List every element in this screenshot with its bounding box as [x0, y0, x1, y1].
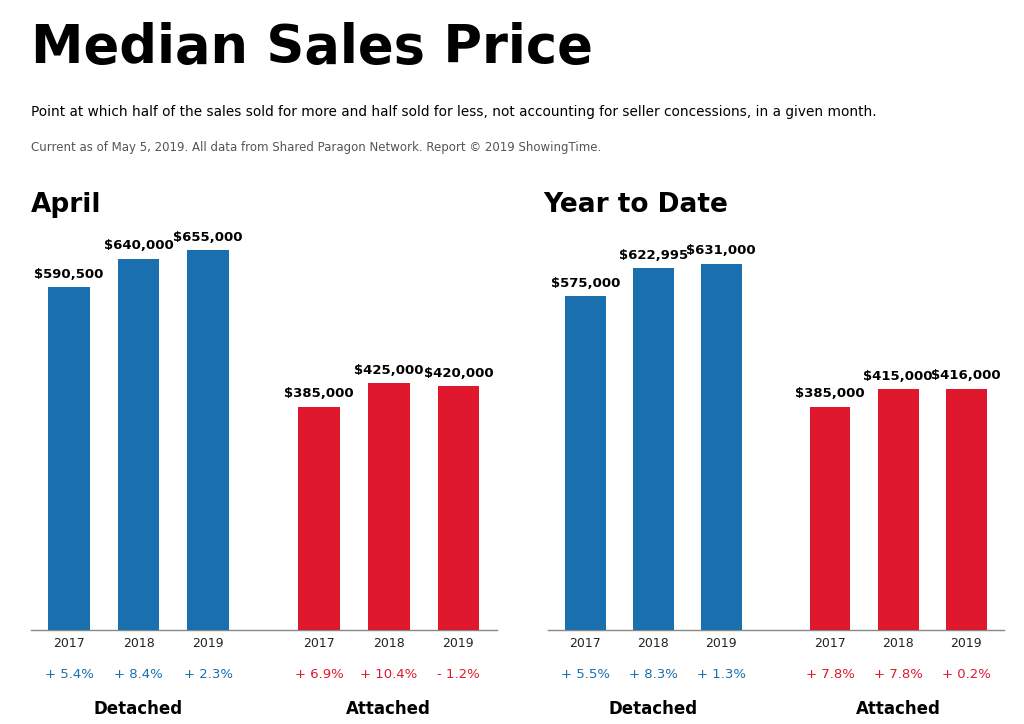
Text: Current as of May 5, 2019. All data from Shared Paragon Network. Report © 2019 S: Current as of May 5, 2019. All data from…	[31, 141, 601, 154]
Text: + 10.4%: + 10.4%	[360, 668, 418, 681]
Text: + 7.8%: + 7.8%	[806, 668, 854, 681]
Text: Median Sales Price: Median Sales Price	[31, 22, 593, 74]
Text: Detached: Detached	[608, 700, 697, 717]
Bar	[118, 258, 160, 630]
Text: Point at which half of the sales sold for more and half sold for less, not accou: Point at which half of the sales sold fo…	[31, 105, 877, 119]
Text: $385,000: $385,000	[285, 387, 354, 400]
Text: + 0.2%: + 0.2%	[942, 668, 990, 681]
Text: April: April	[31, 192, 101, 218]
Bar	[946, 389, 986, 630]
Text: $420,000: $420,000	[424, 367, 494, 380]
Text: + 1.3%: + 1.3%	[696, 668, 745, 681]
Text: + 8.4%: + 8.4%	[114, 668, 163, 681]
Text: $416,000: $416,000	[931, 369, 1000, 382]
Text: $631,000: $631,000	[686, 245, 756, 258]
Text: + 8.3%: + 8.3%	[629, 668, 678, 681]
Text: + 7.8%: + 7.8%	[873, 668, 923, 681]
Text: $575,000: $575,000	[551, 277, 620, 290]
Text: + 6.9%: + 6.9%	[295, 668, 344, 681]
Text: $655,000: $655,000	[173, 230, 243, 243]
Text: - 1.2%: - 1.2%	[437, 668, 480, 681]
Bar	[700, 264, 741, 630]
Bar	[187, 250, 229, 630]
Text: + 5.5%: + 5.5%	[561, 668, 609, 681]
Text: Attached: Attached	[346, 700, 431, 717]
Text: $622,995: $622,995	[618, 249, 688, 262]
Bar	[48, 287, 90, 630]
Bar	[368, 383, 410, 630]
Text: Year to Date: Year to Date	[543, 192, 728, 218]
Bar	[633, 269, 674, 630]
Text: $425,000: $425,000	[354, 364, 424, 377]
Bar	[565, 296, 605, 630]
Text: $415,000: $415,000	[863, 370, 933, 383]
Text: Attached: Attached	[856, 700, 940, 717]
Bar	[298, 406, 340, 630]
Text: Detached: Detached	[94, 700, 183, 717]
Bar	[437, 386, 479, 630]
Text: $640,000: $640,000	[103, 239, 173, 252]
Text: + 2.3%: + 2.3%	[183, 668, 232, 681]
Bar	[878, 389, 919, 630]
Bar	[810, 406, 851, 630]
Text: + 5.4%: + 5.4%	[44, 668, 93, 681]
Text: $385,000: $385,000	[796, 387, 865, 400]
Text: $590,500: $590,500	[34, 268, 103, 281]
